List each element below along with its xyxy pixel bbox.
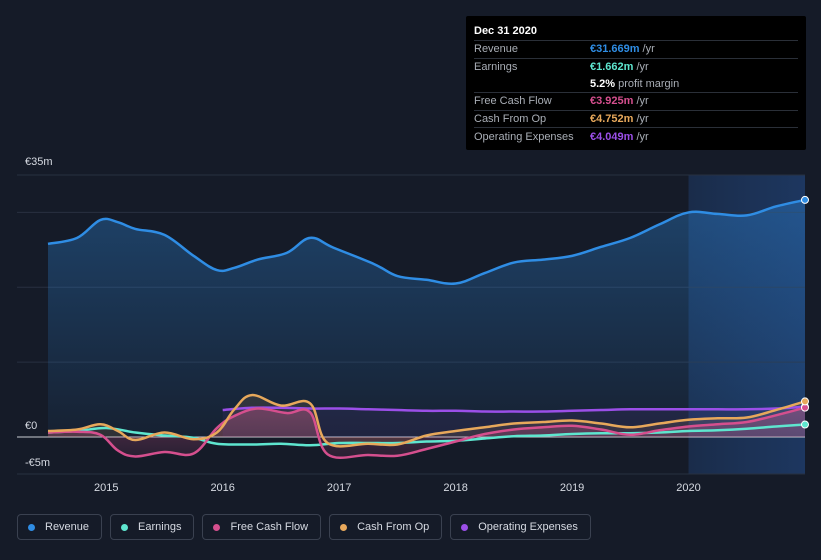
legend-item-revenue[interactable]: Revenue <box>17 514 103 540</box>
y-axis-label-min: -€5m <box>25 457 50 469</box>
tooltip-row: Operating Expenses €4.049m/yr <box>474 127 798 145</box>
tooltip-row: 5.2% profit margin <box>474 75 798 92</box>
earnings-line <box>47 423 806 447</box>
data-tooltip: Dec 31 2020 Revenue €31.669m/yr Earnings €1… <box>466 16 806 150</box>
y-axis-label-max: €35m <box>25 156 53 168</box>
y-axis-label-zero: €0 <box>25 420 37 432</box>
cfo-line <box>47 393 806 448</box>
legend-dot-icon <box>28 523 35 531</box>
x-tick-label: 2016 <box>210 482 234 494</box>
tooltip-row-label: Free Cash Flow <box>474 95 552 108</box>
revenue-end-point <box>801 195 809 204</box>
tooltip-row-value: €31.669m <box>590 43 640 56</box>
fcf-area <box>48 407 805 458</box>
legend-item-operating-expenses[interactable]: Operating Expenses <box>450 514 591 540</box>
tooltip-row-label: Cash From Op <box>474 113 547 126</box>
tooltip-row-unit: /yr <box>642 43 655 56</box>
legend-label: Operating Expenses <box>478 521 578 533</box>
x-tick-label: 2019 <box>560 482 584 494</box>
tooltip-row-unit: profit margin <box>618 77 680 90</box>
x-axis-ticks: 2015 2016 2017 2018 2019 2020 <box>94 482 701 494</box>
tooltip-row-value: 5.2% <box>590 77 616 90</box>
x-tick-label: 2018 <box>443 482 467 494</box>
tooltip-row-label: Operating Expenses <box>474 130 574 143</box>
tooltip-date: Dec 31 2020 <box>474 25 537 37</box>
revenue-area <box>48 199 805 437</box>
x-tick-label: 2015 <box>94 482 118 494</box>
tooltip-row-unit: /yr <box>636 130 649 143</box>
revenue-line <box>47 198 806 286</box>
series-end-markers <box>801 195 809 429</box>
legend-label: Earnings <box>138 521 182 533</box>
opex-line <box>222 405 806 413</box>
tooltip-row: Cash From Op €4.752m/yr <box>474 109 798 128</box>
cfo-end-point <box>801 397 809 406</box>
x-tick-label: 2020 <box>676 482 700 494</box>
legend-label: Cash From Op <box>357 521 430 533</box>
tooltip-row-label: Earnings <box>474 61 518 74</box>
tooltip-row-value: €4.752m <box>590 113 634 126</box>
tooltip-row-value: €4.049m <box>590 130 634 143</box>
tooltip-row-unit: /yr <box>636 61 649 74</box>
tooltip-row: Earnings €1.662m/yr <box>474 57 798 76</box>
fcf-line <box>47 406 806 460</box>
legend-label: Free Cash Flow <box>230 521 309 533</box>
legend-dot-icon <box>461 523 469 531</box>
legend-label: Revenue <box>45 521 90 533</box>
tooltip-row-unit: /yr <box>636 113 649 126</box>
tooltip-row: Free Cash Flow €3.925m/yr <box>474 92 798 110</box>
legend-dot-icon <box>121 523 129 531</box>
x-tick-label: 2017 <box>327 482 351 494</box>
series-lines <box>47 198 806 460</box>
legend-item-earnings[interactable]: Earnings <box>110 514 195 540</box>
legend-dot-icon <box>340 523 348 531</box>
chart-legend: Revenue Earnings Free Cash Flow Cash From O… <box>17 514 591 540</box>
tooltip-row-unit: /yr <box>636 95 649 108</box>
earnings-end-point <box>801 420 809 429</box>
tooltip-row: Revenue €31.669m/yr <box>474 40 798 58</box>
tooltip-row-value: €3.925m <box>590 95 634 108</box>
tooltip-row-label: Revenue <box>474 43 519 56</box>
legend-item-cash-from-op[interactable]: Cash From Op <box>329 514 443 540</box>
legend-item-free-cash-flow[interactable]: Free Cash Flow <box>202 514 322 540</box>
tooltip-row-value: €1.662m <box>590 61 634 74</box>
legend-dot-icon <box>213 523 221 531</box>
